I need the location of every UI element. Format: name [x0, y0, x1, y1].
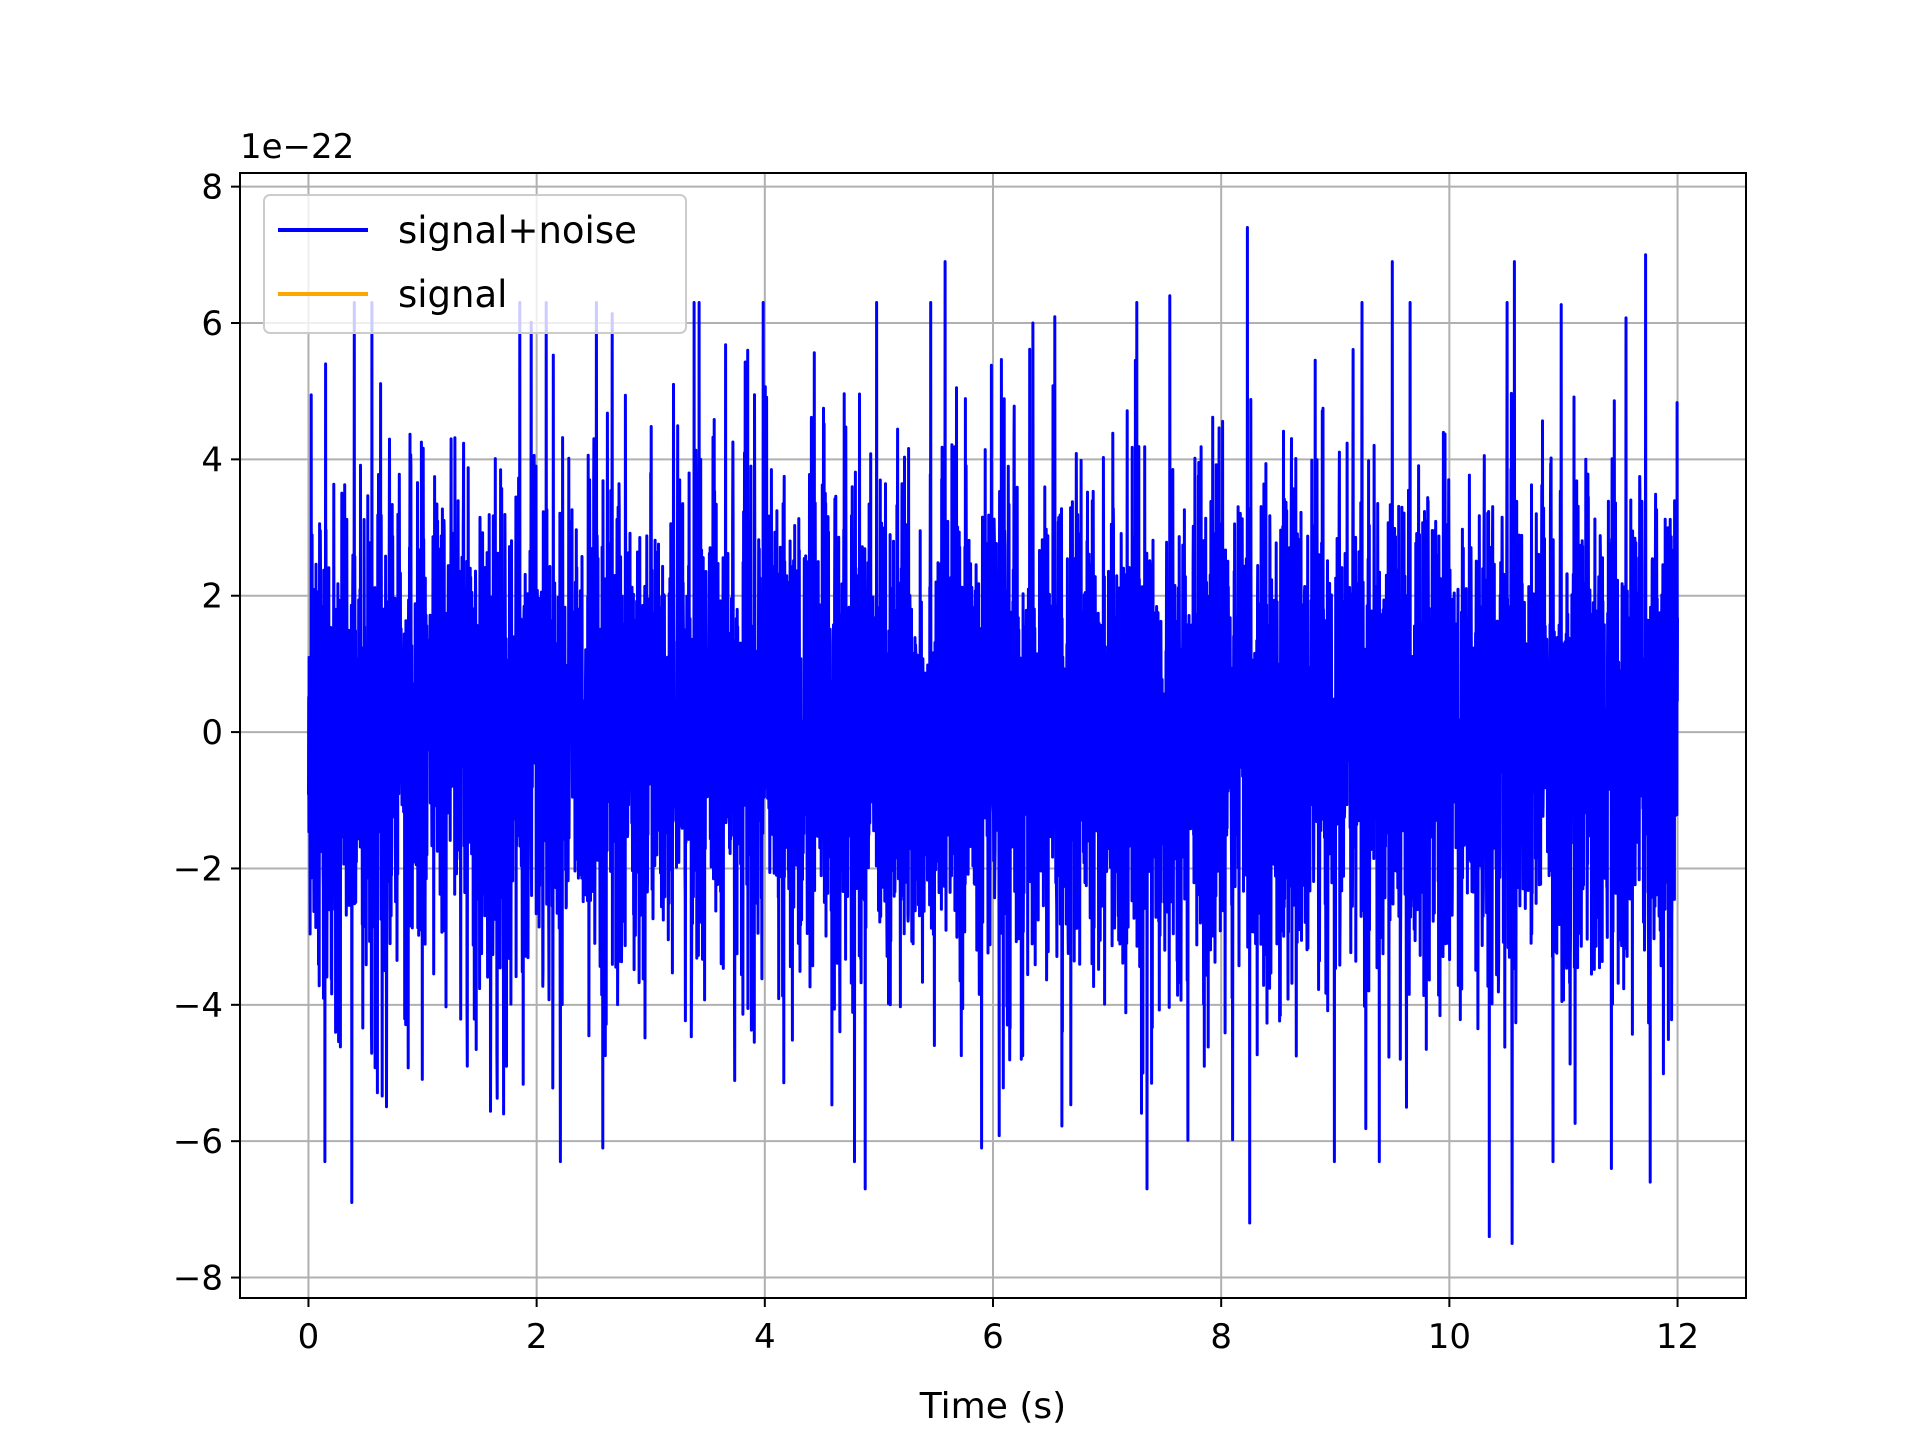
- x-tick-label: 0: [298, 1317, 320, 1357]
- x-tick-label: 2: [526, 1317, 548, 1357]
- x-tick-label: 4: [754, 1317, 776, 1357]
- legend: signal+noise signal: [263, 194, 687, 334]
- legend-label-signal-noise: signal+noise: [398, 209, 637, 252]
- y-tick-label: −4: [173, 986, 223, 1026]
- legend-label-signal: signal: [398, 273, 507, 316]
- x-axis: 0 2 4 6 8 10 12: [298, 1298, 1699, 1357]
- x-tick-label: 6: [982, 1317, 1004, 1357]
- x-axis-label: Time (s): [919, 1386, 1066, 1427]
- x-tick-label: 8: [1210, 1317, 1232, 1357]
- y-tick-label: −6: [173, 1122, 223, 1162]
- y-offset-label: 1e−22: [240, 127, 354, 167]
- legend-box: [263, 194, 687, 334]
- x-tick-label: 12: [1656, 1317, 1699, 1357]
- y-tick-label: 2: [201, 577, 223, 617]
- y-tick-label: 0: [201, 713, 223, 753]
- x-tick-label: 10: [1428, 1317, 1471, 1357]
- y-tick-label: 6: [201, 304, 223, 344]
- y-tick-label: −2: [173, 849, 223, 889]
- y-tick-label: −8: [173, 1259, 223, 1299]
- y-tick-label: 8: [201, 168, 223, 208]
- series-line-signal-noise: [307, 226, 1679, 1245]
- y-axis: −8 −6 −4 −2 0 2 4 6 8: [173, 168, 240, 1299]
- y-tick-label: 4: [201, 440, 223, 480]
- plot-series: [307, 226, 1679, 1245]
